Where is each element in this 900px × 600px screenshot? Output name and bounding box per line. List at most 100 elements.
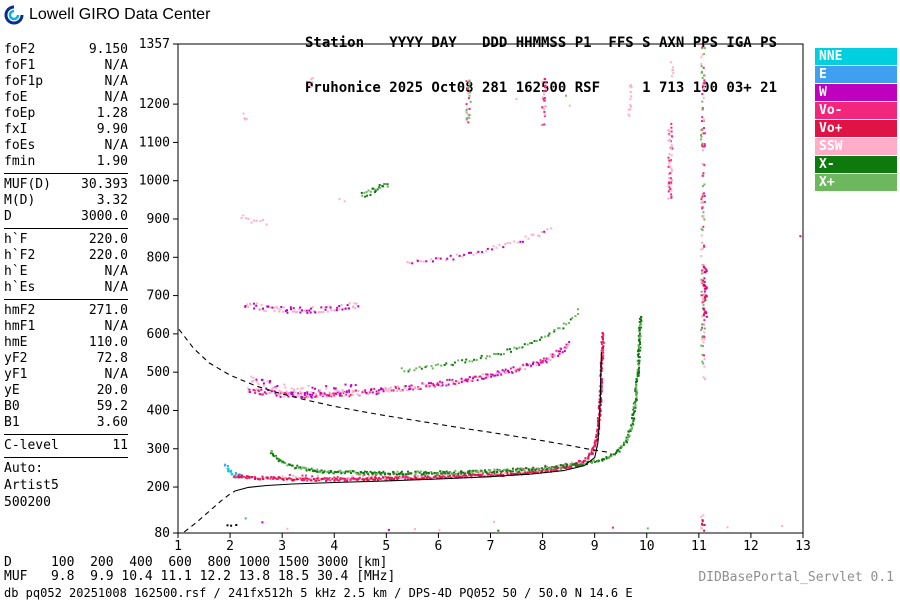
legend-item-E: E xyxy=(815,66,897,83)
x-tick-label: 13 xyxy=(795,539,811,554)
y-tick-label: 80 xyxy=(154,526,170,541)
y-tick-label: 900 xyxy=(147,212,170,227)
param-label: foF2 xyxy=(4,42,36,57)
param-row-hmF1: hmF1 N/A xyxy=(4,319,128,335)
param-value: N/A xyxy=(104,280,128,295)
transmission-curve-3000km xyxy=(178,328,608,453)
x-tick-label: 1 xyxy=(174,539,182,554)
param-value: 3.32 xyxy=(96,193,128,208)
param-group: h`F 220.0 h`F2 220.0 h`E N/A h`Es N/A xyxy=(4,232,128,300)
y-tick-label: 200 xyxy=(147,480,170,495)
param-value: N/A xyxy=(104,58,128,73)
param-group: hmF2 271.0 hmF1 N/A hmE 110.0 yF2 72.8 yF1 N/A yE 2… xyxy=(4,303,128,435)
x-tick-label: 10 xyxy=(639,539,655,554)
param-value: N/A xyxy=(104,319,128,334)
param-value: 20.0 xyxy=(96,383,128,398)
param-row-C-level: C-level 11 xyxy=(4,438,128,454)
profile-extrapolation xyxy=(183,490,236,533)
param-value: 30.393 xyxy=(81,177,128,192)
legend-item-Vo+: Vo+ xyxy=(815,120,897,137)
param-value: 72.8 xyxy=(96,351,128,366)
param-row-B1: B1 3.60 xyxy=(4,415,128,431)
param-label: C-level xyxy=(4,438,59,453)
param-value: 9.150 xyxy=(88,42,128,57)
lowell-giro-logo xyxy=(4,5,24,25)
legend-item-NNE: NNE xyxy=(815,48,897,65)
param-value: 1.90 xyxy=(96,154,128,169)
param-value: 9.90 xyxy=(96,122,128,137)
legend-item-SSW: SSW xyxy=(815,138,897,155)
station-header: Station YYYY DAY DDD HHMMSS P1 FFS S AXN… xyxy=(305,6,777,126)
x-tick-label: 6 xyxy=(435,539,443,554)
param-value: 271.0 xyxy=(88,303,128,318)
param-row-h`E: h`E N/A xyxy=(4,264,128,280)
param-label: hmE xyxy=(4,335,28,350)
param-value: 11 xyxy=(112,438,128,453)
param-label: foE xyxy=(4,90,28,105)
servlet-version-label: DIDBasePortal_Servlet 0.1 xyxy=(698,570,894,585)
x-tick-label: 4 xyxy=(330,539,338,554)
param-label: h`F xyxy=(4,232,28,247)
y-tick-label: 800 xyxy=(147,250,170,265)
legend-item-X-: X- xyxy=(815,156,897,173)
param-row-foE: foE N/A xyxy=(4,90,128,106)
param-label: foF1 xyxy=(4,58,36,73)
legend-item-W: W xyxy=(815,84,897,101)
param-row-B0: B0 59.2 xyxy=(4,399,128,415)
param-value: 220.0 xyxy=(88,248,128,263)
param-row-h`F2: h`F2 220.0 xyxy=(4,248,128,264)
param-row-fmin: fmin 1.90 xyxy=(4,154,128,170)
param-value: N/A xyxy=(104,90,128,105)
param-group: foF2 9.150 foF1 N/A foF1p N/A foE N/A foEp 1.28 fx… xyxy=(4,42,128,174)
legend-item-Vo-: Vo- xyxy=(815,102,897,119)
param-label: h`E xyxy=(4,264,28,279)
legend-item-X+: X+ xyxy=(815,174,897,191)
param-label: hmF2 xyxy=(4,303,36,318)
param-row-foEs: foEs N/A xyxy=(4,138,128,154)
brand-title: Lowell GIRO Data Center xyxy=(29,6,211,23)
x-tick-label: 3 xyxy=(278,539,286,554)
param-row-foEp: foEp 1.28 xyxy=(4,106,128,122)
y-tick-label: 1200 xyxy=(139,97,170,112)
brand: Lowell GIRO Data Center xyxy=(4,5,210,25)
muf-distance-table: D 100 200 400 600 800 1000 1500 3000 [km… xyxy=(4,555,396,584)
param-row-hmF2: hmF2 271.0 xyxy=(4,303,128,319)
y-tick-label: 1100 xyxy=(139,135,170,150)
param-row-yE: yE 20.0 xyxy=(4,383,128,399)
station-header-line1: Station YYYY DAY DDD HHMMSS P1 FFS S AXN… xyxy=(305,35,778,51)
param-label: hmF1 xyxy=(4,319,36,334)
param-row-foF1p: foF1p N/A xyxy=(4,74,128,90)
param-label: foEp xyxy=(4,106,36,121)
param-label: fxI xyxy=(4,122,28,137)
param-value: 59.2 xyxy=(96,399,128,414)
param-row-yF1: yF1 N/A xyxy=(4,367,128,383)
autoscaling-info-line: Auto: xyxy=(4,461,44,476)
param-label: foF1p xyxy=(4,74,44,89)
autoscaling-info-line: Artist5 xyxy=(4,478,59,493)
param-value: 1.28 xyxy=(96,106,128,121)
y-tick-label: 700 xyxy=(147,289,170,304)
param-group: MUF(D) 30.393 M(D) 3.32 D 3000.0 xyxy=(4,177,128,229)
param-label: B0 xyxy=(4,399,20,414)
x-tick-label: 11 xyxy=(691,539,707,554)
param-label: D xyxy=(4,209,12,224)
y-tick-label: 1357 xyxy=(139,37,170,52)
param-label: fmin xyxy=(4,154,36,169)
param-row-h`Es: h`Es N/A xyxy=(4,280,128,296)
param-value: N/A xyxy=(104,264,128,279)
x-tick-label: 8 xyxy=(539,539,547,554)
y-tick-label: 300 xyxy=(147,442,170,457)
param-row-D: D 3000.0 xyxy=(4,209,128,225)
y-tick-label: 400 xyxy=(147,403,170,418)
param-value: 220.0 xyxy=(88,232,128,247)
param-row-yF2: yF2 72.8 xyxy=(4,351,128,367)
param-value: 110.0 xyxy=(88,335,128,350)
x-tick-label: 12 xyxy=(743,539,759,554)
param-value: 3000.0 xyxy=(81,209,128,224)
autoscaling-info-line: 500200 xyxy=(4,495,51,510)
param-group: C-level 11 xyxy=(4,438,128,458)
measurement-status-line: db pq052 20251008 162500.rsf / 241fx512h… xyxy=(4,586,633,600)
param-label: yF1 xyxy=(4,367,28,382)
